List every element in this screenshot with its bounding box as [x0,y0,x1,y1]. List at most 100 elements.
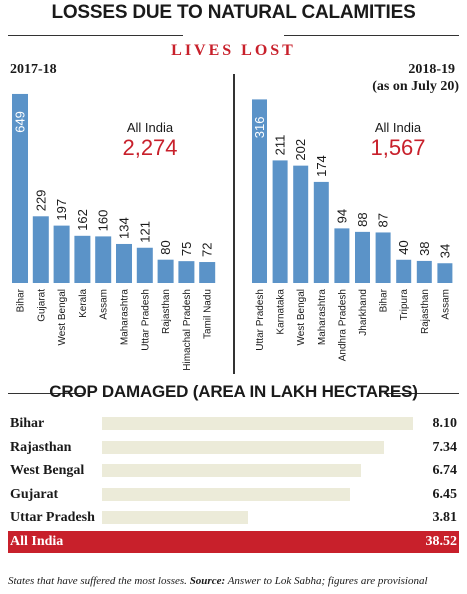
lives-2017-category-label: Bihar [16,288,27,312]
crop-value-label: 6.74 [432,463,458,478]
lives-2017-category-label: Assam [99,289,110,320]
crop-total-row: All India 38.52 [8,530,459,553]
lives-2017-category-label: Maharashtra [120,289,131,346]
lives-2018-bar [252,99,267,284]
crop-value-label: 7.34 [432,439,458,455]
crop-total-value: 38.52 [425,533,458,549]
total-label: All India [126,120,174,135]
lives-2017-bar [116,243,132,283]
crop-row: West Bengal 6.74 [8,460,459,482]
lives-2017-value-label: 121 [137,221,152,243]
period-note: (as on July 20) [372,79,459,94]
crop-bar [102,417,414,430]
lives-2017-bar [157,259,174,283]
lives-2017-bar [178,261,195,283]
lives-2017-category-label: Himachal Pradesh [182,289,193,371]
lives-2018-value-label: 38 [417,241,432,255]
lives-2017-bar [95,236,112,283]
lives-2018-value-label: 87 [376,213,391,227]
lives-2017-value-label: 134 [117,217,132,239]
crop-bar [102,487,350,501]
lives-lost-charts: 649 Bihar 229 Gujarat 197 West Bengal 162 Keral… [12,93,453,371]
lives-2017-bar [136,247,153,283]
total-value: 1,567 [370,135,426,160]
crop-bar [102,464,361,477]
crop-total-label: All India [10,533,64,549]
footnote-source-label: Source: [189,575,226,587]
lives-2018-bar [437,263,453,283]
lives-2018-category-label: Jharkhand [358,289,369,336]
lives-2018-bar [416,260,432,283]
lives-2018-category-label: Bihar [379,288,390,312]
crop-row: Uttar Pradesh 3.81 [8,507,459,529]
lives-2018-category-label: Maharashtra [317,289,328,346]
lives-2017-category-label: Rajasthan [161,289,172,334]
footnote-source-text: Answer to Lok Sabha; figures are provisi… [227,575,428,587]
lives-2018-category-label: Rajasthan [420,289,431,334]
crop-bar [102,511,249,524]
crop-state-label: Gujarat [10,486,59,502]
lives-2017-bar [199,262,216,283]
lives-2017-category-label: Tamil Nadu [203,289,214,339]
crop-value-label: 8.10 [432,416,458,431]
total-2018-19: All India 1,567 [358,120,438,159]
lives-2018-value-label: 88 [355,212,370,226]
lives-2017-bar [74,235,91,283]
lives-2017-value-label: 229 [33,190,48,212]
lives-2018-value-label: 174 [314,155,329,177]
lives-2018-value-label: 40 [396,240,411,254]
crop-state-label: West Bengal [10,463,85,478]
lives-2018-bar [396,259,412,283]
lives-2018-value-label: 94 [334,209,349,223]
crop-damaged-title: CROP DAMAGED (AREA IN LAKH HECTARES) [49,382,418,401]
total-label: All India [374,120,422,135]
main-title: LOSSES DUE TO NATURAL CALAMITIES [51,2,416,23]
total-2017-18: All India 2,274 [110,120,190,159]
lives-2018-bar [272,160,288,283]
lives-2018-bar [355,231,370,283]
crop-value-label: 6.45 [432,486,458,502]
lives-2017-bar [32,216,49,283]
lives-2018-category-label: Assam [440,289,451,320]
lives-2018-bar [313,181,329,283]
lives-2018-value-label: 202 [293,139,308,161]
lives-2018-category-label: Tripura [399,289,410,321]
footnote: States that have suffered the most losse… [8,575,463,587]
lives-2017-value-label: 160 [96,210,111,232]
lives-2018-category-label: Andhra Pradesh [337,289,348,361]
lives-2017-value-label: 197 [54,199,69,221]
lives-2017-value-label: 75 [179,242,194,256]
crop-row: Gujarat 6.45 [8,484,459,506]
total-value: 2,274 [122,135,178,160]
crop-state-label: Bihar [10,416,45,431]
lives-2017-value-label: 649 [13,111,28,133]
lives-2018-bar [375,232,391,283]
period-2018-19: 2018-19 [408,62,455,77]
lives-2017-value-label: 72 [200,243,215,257]
lives-2018-bar [293,165,309,283]
lives-2017-category-label: Kerala [78,289,89,318]
lives-2017-category-label: West Bengal [57,289,68,346]
period-2017-18: 2017-18 [10,62,57,77]
lives-2017-bar [53,225,70,283]
section-rule-right [384,393,459,394]
crop-row: Rajasthan 7.34 [8,437,459,459]
lives-2018-category-label: Karnataka [276,289,287,335]
lives-2017-category-label: Uttar Pradesh [140,289,151,351]
crop-state-label: Rajasthan [10,439,72,455]
lives-2018-value-label: 34 [437,244,452,258]
chart-divider [233,74,235,374]
lives-2017-value-label: 162 [75,209,90,231]
footnote-lead: States that have suffered the most losse… [8,575,187,587]
lives-2018-category-label: West Bengal [296,289,307,346]
section-rule-left [8,393,84,394]
lives-lost-title: LIVES LOST [171,42,296,59]
lives-2017-value-label: 80 [158,240,173,254]
lives-2017-bar [12,93,28,284]
crop-bar [102,440,384,454]
crop-row: Bihar 8.10 [8,413,459,435]
lives-2018-bar [334,228,350,283]
title-rule-left [8,35,183,36]
lives-2017-category-label: Gujarat [36,289,47,322]
lives-2018-value-label: 211 [273,135,288,156]
